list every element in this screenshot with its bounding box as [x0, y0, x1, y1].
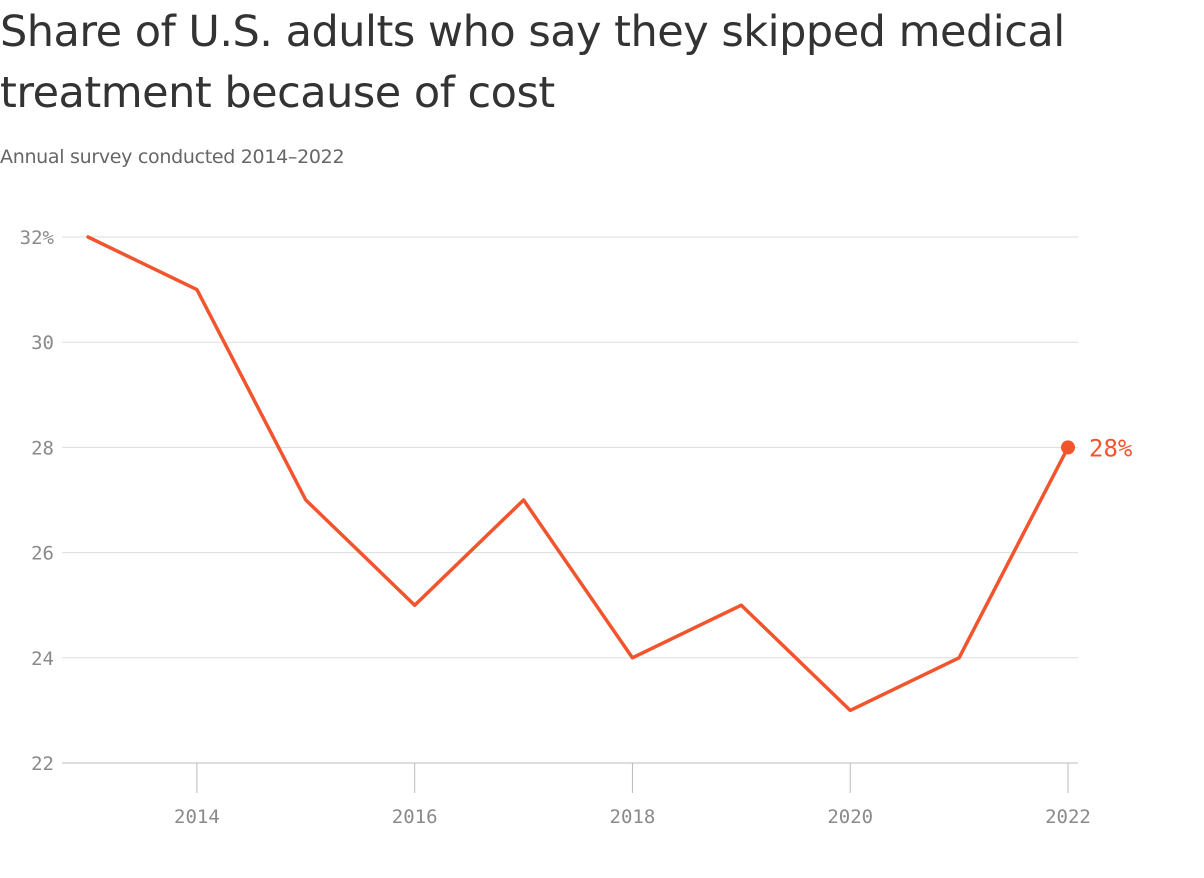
chart-title: Share of U.S. adults who say they skippe…: [0, 7, 1065, 118]
y-tick-label: 26: [31, 543, 54, 565]
series-layer: 28%: [86, 235, 1133, 713]
y-tick-label: 32%: [20, 227, 55, 249]
gridlines: [62, 236, 1078, 764]
x-axis-labels: 2014 2016 2018 2020 2022: [174, 806, 1091, 828]
x-tick-label: 2016: [392, 806, 438, 828]
end-point-marker: [1061, 440, 1075, 455]
x-tick-label: 2020: [827, 806, 873, 828]
series-line: [86, 235, 1070, 713]
x-tick-label: 2014: [174, 806, 220, 828]
y-tick-label: 24: [31, 648, 54, 670]
x-axis-ticks: [196, 763, 1069, 793]
chart-subtitle: Annual survey conducted 2014–2022: [0, 146, 345, 168]
x-tick-label: 2022: [1045, 806, 1091, 828]
x-tick-label: 2018: [610, 806, 656, 828]
y-tick-label: 28: [31, 437, 54, 459]
y-tick-label: 30: [31, 332, 54, 354]
y-tick-label: 22: [31, 753, 54, 775]
y-axis-labels: 22 24 26 28 30 32%: [20, 227, 55, 775]
end-value-label: 28%: [1089, 434, 1133, 462]
